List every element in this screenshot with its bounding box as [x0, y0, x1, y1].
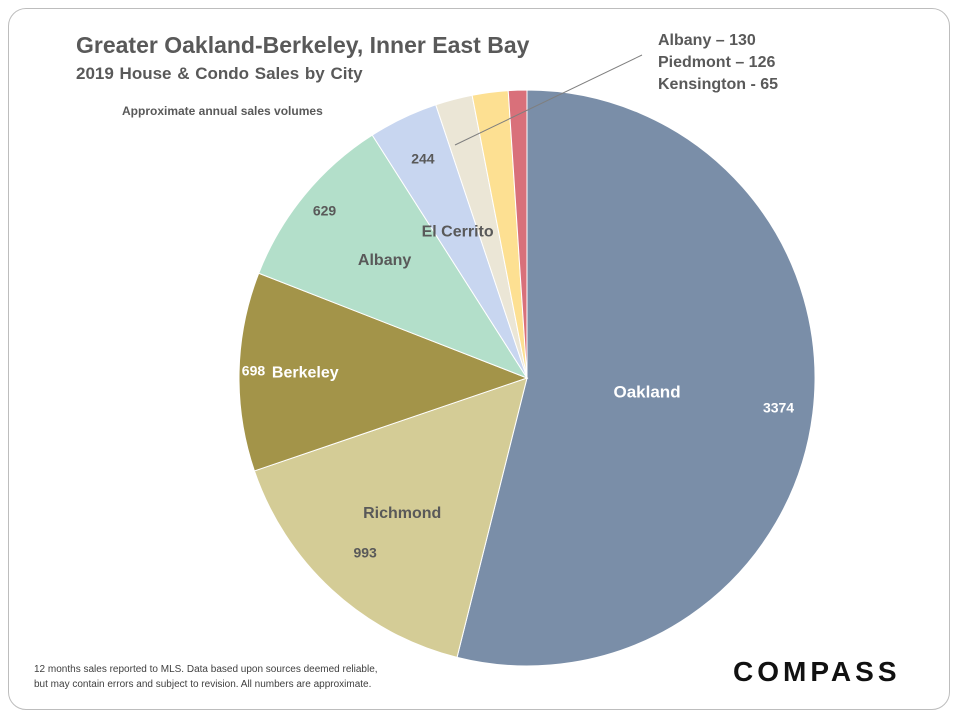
slice-value-label: 698: [242, 363, 266, 379]
callout-leader-line: [454, 54, 643, 146]
slice-label: Richmond: [363, 505, 441, 522]
pie-labels: Oakland 3374 Richmond 993 Berkeley 698 Albany 6…: [242, 150, 795, 560]
compass-logo: COMPASS: [733, 656, 901, 687]
slice-label: Berkeley: [272, 364, 339, 381]
disclaimer-line-1: 12 months sales reported to MLS. Data ba…: [34, 664, 378, 675]
callout-line-piedmont: Piedmont – 126: [658, 54, 776, 71]
slide-frame: [8, 8, 950, 710]
chart-title: Greater Oakland-Berkeley, Inner East Bay: [76, 32, 530, 58]
chart-subtitle: 2019 House & Condo Sales by City: [76, 64, 363, 83]
pie-slice-albany: [258, 134, 529, 380]
slice-label: Albany: [358, 252, 411, 269]
disclaimer-footer: 12 months sales reported to MLS. Data ba…: [34, 662, 378, 692]
pie-slice-berkeley: [238, 272, 529, 472]
slice-value-label: 993: [353, 545, 377, 561]
disclaimer-line-2: but may contain errors and subject to re…: [34, 679, 372, 690]
pie-slice-small-7: [507, 89, 528, 379]
callout-line-kensington: Kensington - 65: [658, 76, 779, 93]
slice-label: El Cerrito: [422, 224, 494, 241]
pie-slice-oakland: [456, 89, 816, 667]
pie-slices: [238, 89, 816, 667]
slice-label: Oakland: [614, 382, 681, 401]
small-slices-callout: Albany – 130 Piedmont – 126 Kensington -…: [658, 30, 778, 96]
chart-note: Approximate annual sales volumes: [122, 104, 323, 118]
callout-line-albany: Albany – 130: [658, 32, 756, 49]
slice-value-label: 244: [411, 150, 435, 166]
slice-value-label: 629: [313, 202, 337, 218]
slice-value-label: 3374: [763, 400, 794, 416]
